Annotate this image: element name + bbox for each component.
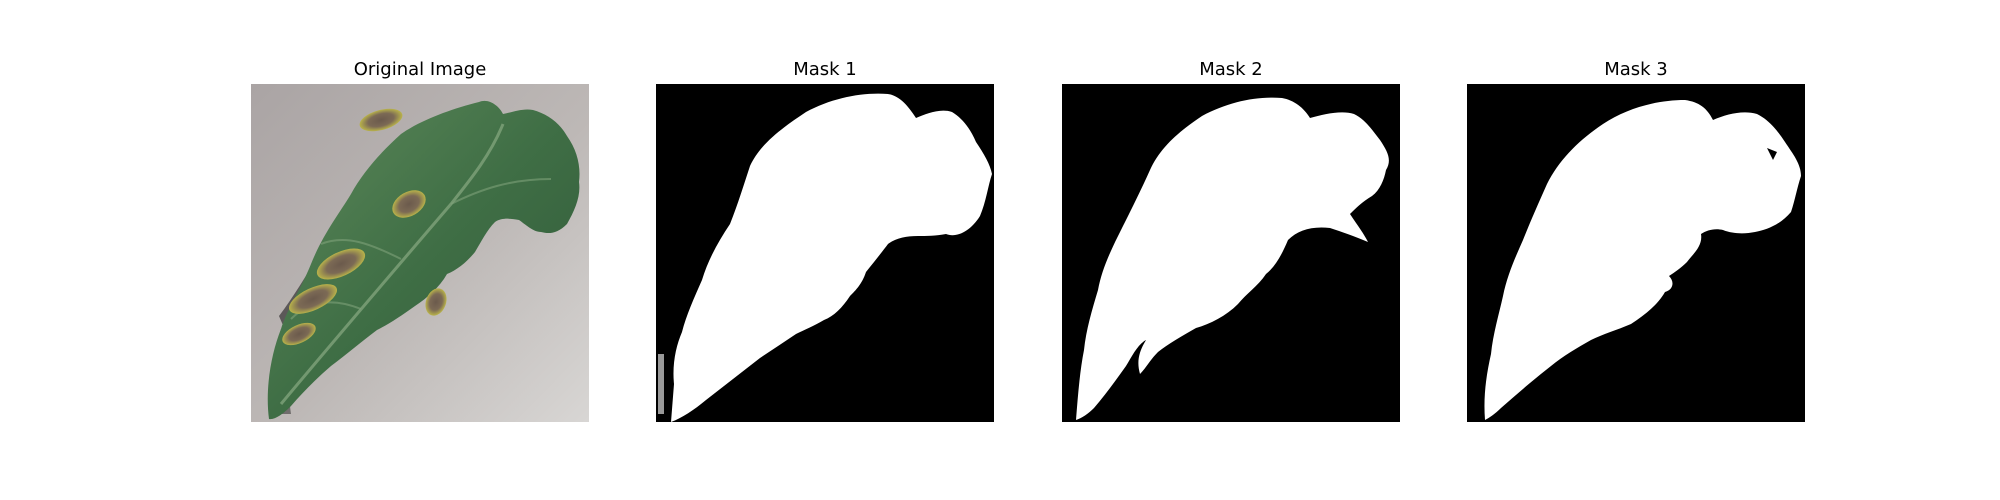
original-leaf-image xyxy=(251,84,589,422)
panel-original-image: Original Image xyxy=(251,56,589,422)
panel-title: Mask 3 xyxy=(1604,59,1668,80)
panel-mask-2: Mask 2 xyxy=(1062,56,1400,422)
panel-title: Mask 1 xyxy=(793,59,857,80)
mask-1-image xyxy=(656,84,994,422)
mask-2-image xyxy=(1062,84,1400,422)
panel-title: Original Image xyxy=(353,59,487,80)
panel-title: Mask 2 xyxy=(1199,59,1263,80)
mask-3-image xyxy=(1467,84,1805,422)
panel-mask-3: Mask 3 xyxy=(1467,56,1805,422)
panel-mask-1: Mask 1 xyxy=(656,56,994,422)
